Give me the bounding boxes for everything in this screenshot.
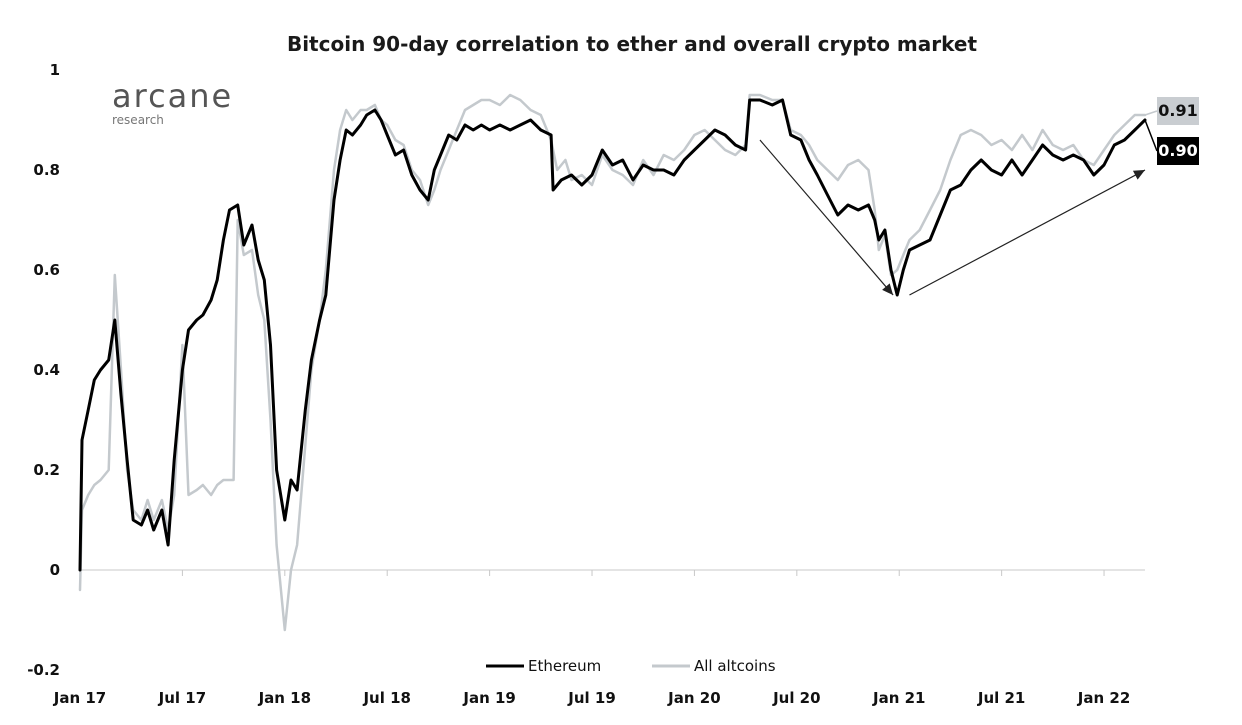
annotation-layer <box>759 139 1146 296</box>
logo-sub: research <box>112 113 164 127</box>
y-tick-label: 0.2 <box>33 461 60 479</box>
ethereum-end-label-box <box>1157 137 1199 165</box>
ethereum-end-label: 0.90 <box>1158 141 1197 160</box>
annotation-arrow-head <box>1132 170 1145 180</box>
annotation-arrow-head <box>882 283 894 295</box>
x-tick-label: Jul 17 <box>158 689 207 707</box>
x-tick-label: Jan 22 <box>1077 689 1130 707</box>
altcoins-end-connector <box>1144 110 1158 116</box>
x-tick-marks <box>79 570 1105 576</box>
legend-label-altcoins: All altcoins <box>694 657 776 675</box>
x-tick-label: Jan 19 <box>462 689 515 707</box>
x-tick-label: Jul 18 <box>362 689 411 707</box>
logo-name: arcane <box>112 77 233 115</box>
y-tick-label: 0.6 <box>33 261 60 279</box>
x-tick-label: Jul 19 <box>567 689 616 707</box>
legend-label-ethereum: Ethereum <box>528 657 601 675</box>
legend: Ethereum All altcoins <box>486 657 776 675</box>
y-axis-ticks: 1 0.8 0.6 0.4 0.2 0 -0.2 <box>27 61 60 679</box>
ethereum-end-connector <box>1144 119 1158 152</box>
x-tick-label: Jan 20 <box>667 689 720 707</box>
altcoins-end-label: 0.91 <box>1158 101 1197 120</box>
y-tick-label: 0 <box>50 561 60 579</box>
x-tick-label: Jan 18 <box>258 689 311 707</box>
altcoins-end-label-box <box>1157 97 1199 125</box>
x-tick-label: Jul 20 <box>772 689 821 707</box>
series-line-ethereum <box>78 98 1147 572</box>
annotation-arrow-line <box>909 169 1146 296</box>
annotation-arrow-line <box>759 139 894 296</box>
end-labels: 0.91 0.90 <box>1144 97 1199 165</box>
y-tick-label: -0.2 <box>27 661 60 679</box>
series-line-all-altcoins <box>78 93 1147 632</box>
x-tick-label: Jan 21 <box>872 689 925 707</box>
x-tick-label: Jul 21 <box>977 689 1026 707</box>
y-tick-label: 1 <box>50 61 60 79</box>
y-tick-label: 0.4 <box>33 361 60 379</box>
x-axis-ticks: Jan 17 Jul 17 Jan 18 Jul 18 Jan 19 Jul 19 Jan … <box>53 689 1131 707</box>
y-tick-label: 0.8 <box>33 161 60 179</box>
series-layer <box>78 93 1147 632</box>
x-tick-label: Jan 17 <box>53 689 106 707</box>
logo: arcane research <box>112 77 233 127</box>
chart-title: Bitcoin 90-day correlation to ether and … <box>287 32 978 56</box>
